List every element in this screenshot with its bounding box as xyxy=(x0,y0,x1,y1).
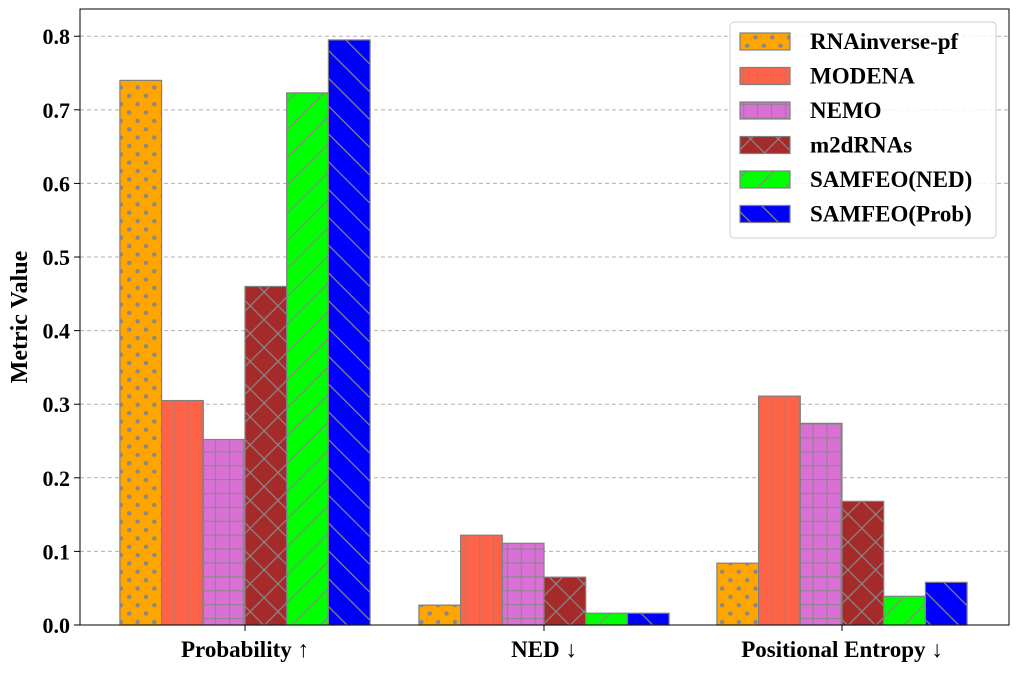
bar-hatch-m2drnas xyxy=(543,576,587,626)
legend-swatch-hatch xyxy=(739,170,791,189)
y-axis-ticks: 0.0 0.1 0.2 0.3 0.4 0.5 0.6 0.7 0.8 xyxy=(43,24,80,638)
legend-swatch-hatch xyxy=(739,101,791,120)
bar-hatch-samfeo-prob xyxy=(626,612,670,626)
y-tick-label: 0.5 xyxy=(43,245,71,270)
legend-swatch-hatch xyxy=(739,66,791,86)
legend-label: NEMO xyxy=(810,98,882,123)
legend-label: m2dRNAs xyxy=(810,133,912,158)
legend-label: RNAinverse-pf xyxy=(810,29,959,54)
bar-hatch-nemo xyxy=(202,438,246,626)
y-tick-label: 0.2 xyxy=(43,466,71,491)
legend-label: MODENA xyxy=(810,64,915,89)
bar-hatch-samfeo-ned xyxy=(883,595,927,626)
legend-swatch-hatch xyxy=(739,135,791,155)
y-tick-label: 0.7 xyxy=(43,98,71,123)
bar-hatch-rnainverse-pf xyxy=(119,79,163,626)
y-tick-label: 0.6 xyxy=(43,171,71,196)
y-tick-label: 0.1 xyxy=(43,539,71,564)
legend: RNAinverse-pf MODENA NEMO m2dRNAs SAMFEO(NED… xyxy=(729,21,997,239)
bar-hatch-rnainverse-pf xyxy=(716,562,760,626)
legend-swatch-hatch xyxy=(739,32,791,51)
bar-hatch-samfeo-prob xyxy=(327,39,371,626)
bar-hatch-modena xyxy=(460,534,503,626)
bar-hatch-m2drnas xyxy=(244,285,288,626)
bar-hatch-m2drnas xyxy=(841,500,885,626)
y-tick-label: 0.4 xyxy=(43,319,71,344)
bar-hatch-modena xyxy=(757,395,801,626)
x-tick-label: Positional Entropy ↓ xyxy=(741,637,943,662)
legend-box xyxy=(729,21,997,239)
bar-hatch-rnainverse-pf xyxy=(418,604,462,626)
y-axis-title: Metric Value xyxy=(7,250,33,383)
bar-hatch-samfeo-ned xyxy=(286,92,330,626)
legend-label: SAMFEO(Prob) xyxy=(810,202,972,227)
x-tick-label: Probability ↑ xyxy=(181,637,309,662)
legend-swatch-hatch xyxy=(739,204,791,224)
bar-hatch-nemo xyxy=(799,422,843,626)
bar-hatch-samfeo-prob xyxy=(924,581,968,626)
bar-hatch-modena xyxy=(161,399,204,626)
bar-hatch-samfeo-ned xyxy=(585,612,629,626)
legend-label: SAMFEO(NED) xyxy=(810,167,972,192)
bar-hatch-nemo xyxy=(501,542,545,626)
y-tick-label: 0.8 xyxy=(43,24,71,49)
x-axis-ticks: Probability ↑ NED ↓ Positional Entropy ↓ xyxy=(181,625,943,662)
y-tick-label: 0.3 xyxy=(43,392,71,417)
y-tick-label: 0.0 xyxy=(43,613,71,638)
x-tick-label: NED ↓ xyxy=(511,637,577,662)
